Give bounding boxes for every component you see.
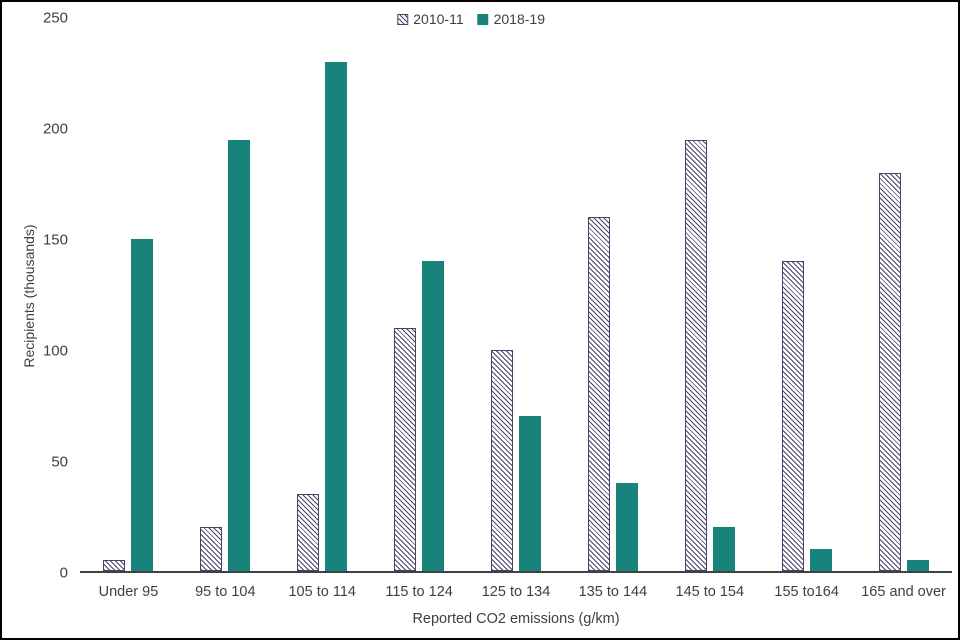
y-tick-label: 150: [42, 231, 68, 249]
bar-2018-19: [615, 482, 638, 571]
y-tick-label: 0: [59, 564, 68, 582]
bar-2010-11: [103, 559, 126, 571]
legend-swatch-icon: [397, 13, 409, 25]
x-axis-labels: Under 95 95 to 104 105 to 114 115 to 124 125…: [80, 584, 952, 600]
bar-group: [80, 18, 177, 571]
bar-2018-19: [422, 261, 445, 571]
bar-2010-11: [878, 172, 901, 571]
legend-item-2010-11: 2010-11: [397, 11, 464, 27]
y-tick-label: 50: [51, 453, 68, 471]
x-axis-title: Reported CO2 emissions (g/km): [412, 611, 620, 627]
bar-2018-19: [325, 62, 348, 571]
bar-2010-11: [781, 261, 804, 571]
x-tick-label: 135 to 144: [578, 584, 648, 600]
y-axis: 0 50 100 150 200 250: [2, 11, 68, 581]
bar-2018-19: [228, 139, 251, 571]
plot-area: [80, 18, 952, 573]
y-tick-label: 200: [42, 120, 68, 138]
bar-2010-11: [297, 493, 320, 571]
legend-label: 2018-19: [493, 11, 546, 27]
x-tick-label: 165 and over: [861, 584, 946, 600]
bar-group: [468, 18, 565, 571]
x-tick-label: Under 95: [98, 584, 159, 600]
y-axis-title: Recipients (thousands): [21, 224, 37, 368]
bar-2018-19: [712, 526, 735, 571]
x-tick-label: 105 to 114: [288, 584, 356, 600]
legend-item-2018-19: 2018-19: [477, 11, 546, 27]
bar-2010-11: [200, 526, 223, 571]
bar-2010-11: [394, 327, 417, 571]
chart-legend: 2010-11 2018-19: [397, 11, 545, 27]
bar-group: [564, 18, 661, 571]
x-tick-label: 125 to 134: [481, 584, 551, 600]
bar-2018-19: [519, 416, 541, 571]
bar-group: [177, 18, 274, 571]
bar-group: [274, 18, 371, 571]
y-tick-label: 250: [42, 9, 68, 27]
x-tick-label: 155 to164: [774, 584, 839, 600]
legend-label: 2010-11: [413, 11, 464, 27]
bar-group: [758, 18, 855, 571]
y-tick-label: 100: [42, 342, 68, 360]
x-tick-label: 145 to 154: [675, 584, 745, 600]
bar-2010-11: [587, 217, 610, 571]
x-tick-label: 95 to 104: [195, 584, 256, 600]
bar-2010-11: [491, 349, 513, 571]
bar-group: [371, 18, 468, 571]
bar-2010-11: [684, 139, 707, 571]
bar-group: [855, 18, 952, 571]
bar-2018-19: [906, 559, 929, 571]
x-tick-label: 115 to 124: [385, 584, 453, 600]
legend-swatch-icon: [477, 13, 489, 25]
bar-group: [661, 18, 758, 571]
bar-2018-19: [809, 548, 832, 571]
bar-2018-19: [131, 239, 154, 571]
